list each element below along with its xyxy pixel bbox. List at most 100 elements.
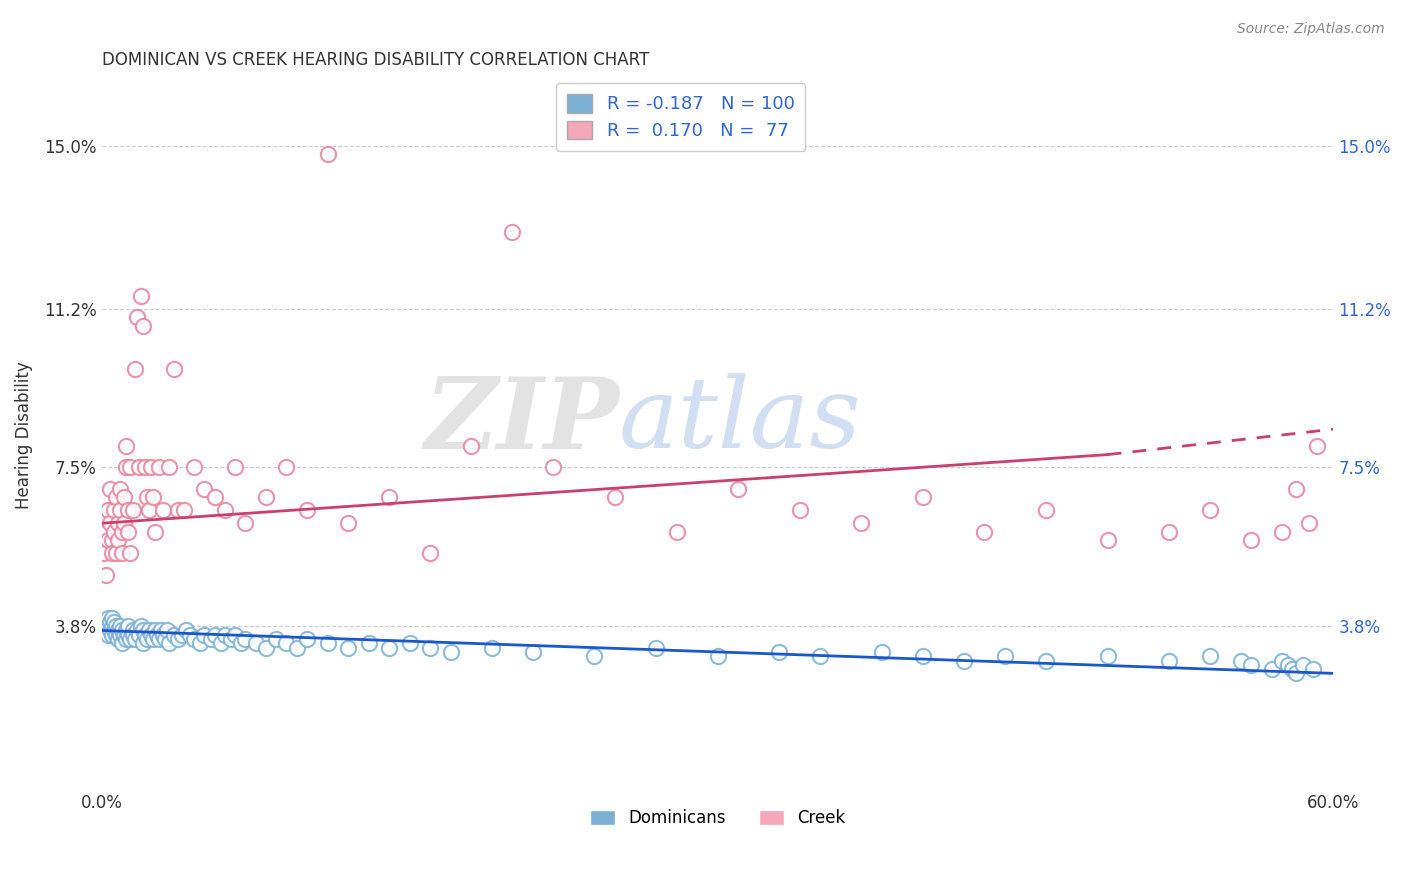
- Point: [101, 546, 124, 560]
- Point: [94, 624, 117, 638]
- Point: [200, 632, 222, 646]
- Point: [1298, 516, 1320, 531]
- Point: [132, 318, 155, 333]
- Point: [219, 632, 242, 646]
- Point: [152, 503, 174, 517]
- Point: [173, 503, 195, 517]
- Point: [231, 636, 253, 650]
- Text: atlas: atlas: [619, 374, 862, 469]
- Y-axis label: Hearing Disability: Hearing Disability: [15, 361, 32, 509]
- Point: [120, 460, 142, 475]
- Point: [138, 624, 160, 638]
- Point: [911, 649, 934, 664]
- Point: [174, 624, 197, 638]
- Point: [1271, 653, 1294, 667]
- Point: [460, 439, 482, 453]
- Point: [155, 632, 177, 646]
- Point: [254, 491, 277, 505]
- Point: [789, 503, 811, 517]
- Point: [120, 546, 142, 560]
- Point: [101, 610, 124, 624]
- Point: [105, 491, 128, 505]
- Point: [156, 624, 179, 638]
- Point: [112, 628, 135, 642]
- Point: [103, 524, 125, 539]
- Point: [105, 619, 128, 633]
- Point: [583, 649, 606, 664]
- Point: [224, 628, 246, 642]
- Point: [107, 624, 129, 638]
- Point: [316, 636, 339, 650]
- Point: [285, 640, 308, 655]
- Point: [276, 460, 298, 475]
- Point: [1199, 649, 1222, 664]
- Point: [166, 632, 188, 646]
- Point: [603, 491, 626, 505]
- Point: [179, 628, 201, 642]
- Point: [124, 361, 146, 376]
- Point: [1159, 524, 1181, 539]
- Point: [98, 615, 121, 629]
- Point: [97, 628, 120, 642]
- Point: [107, 632, 129, 646]
- Point: [1240, 657, 1263, 672]
- Point: [135, 491, 157, 505]
- Point: [1277, 657, 1299, 672]
- Point: [146, 628, 169, 642]
- Point: [97, 503, 120, 517]
- Point: [224, 460, 246, 475]
- Text: ZIP: ZIP: [425, 373, 619, 469]
- Point: [132, 636, 155, 650]
- Point: [851, 516, 873, 531]
- Point: [204, 628, 226, 642]
- Point: [295, 503, 318, 517]
- Point: [121, 624, 143, 638]
- Point: [973, 524, 995, 539]
- Point: [501, 225, 523, 239]
- Point: [254, 640, 277, 655]
- Point: [128, 460, 150, 475]
- Point: [245, 636, 267, 650]
- Point: [112, 516, 135, 531]
- Point: [105, 628, 128, 642]
- Point: [440, 645, 463, 659]
- Point: [1097, 533, 1119, 548]
- Point: [98, 482, 121, 496]
- Point: [111, 636, 134, 650]
- Point: [97, 610, 120, 624]
- Point: [768, 645, 790, 659]
- Point: [162, 361, 184, 376]
- Point: [235, 632, 257, 646]
- Point: [97, 533, 120, 548]
- Point: [276, 636, 298, 650]
- Point: [337, 640, 360, 655]
- Point: [98, 516, 121, 531]
- Point: [204, 491, 226, 505]
- Point: [378, 491, 401, 505]
- Point: [125, 624, 148, 638]
- Point: [398, 636, 420, 650]
- Point: [94, 524, 117, 539]
- Point: [1285, 482, 1308, 496]
- Point: [129, 619, 152, 633]
- Point: [134, 628, 156, 642]
- Point: [142, 632, 165, 646]
- Point: [108, 628, 131, 642]
- Point: [128, 628, 150, 642]
- Point: [117, 628, 139, 642]
- Point: [665, 524, 688, 539]
- Point: [166, 503, 188, 517]
- Legend: Dominicans, Creek: Dominicans, Creek: [583, 803, 852, 834]
- Point: [481, 640, 503, 655]
- Point: [1291, 657, 1313, 672]
- Point: [522, 645, 544, 659]
- Point: [870, 645, 893, 659]
- Text: DOMINICAN VS CREEK HEARING DISABILITY CORRELATION CHART: DOMINICAN VS CREEK HEARING DISABILITY CO…: [101, 51, 650, 69]
- Point: [94, 567, 117, 582]
- Point: [1261, 662, 1284, 676]
- Point: [1240, 533, 1263, 548]
- Point: [706, 649, 728, 664]
- Point: [132, 624, 155, 638]
- Text: Source: ZipAtlas.com: Source: ZipAtlas.com: [1237, 22, 1385, 37]
- Point: [115, 460, 138, 475]
